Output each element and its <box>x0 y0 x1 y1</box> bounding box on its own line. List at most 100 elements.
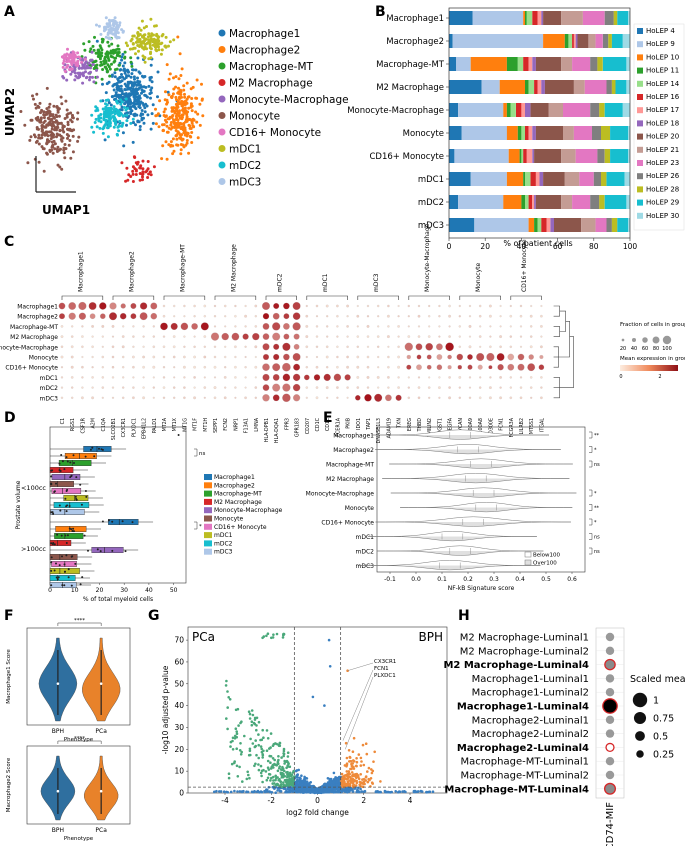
bar-segment <box>532 11 538 25</box>
umap-point <box>148 170 152 174</box>
gene-point <box>394 790 398 793</box>
gene-point <box>348 772 352 776</box>
gene-point <box>275 782 279 786</box>
gene-point <box>320 786 324 789</box>
umap-point <box>97 114 101 118</box>
umap-point <box>185 139 189 142</box>
expression-dot <box>468 386 472 389</box>
umap-point <box>105 25 109 28</box>
gene-point <box>355 760 359 764</box>
expression-dot <box>203 386 207 389</box>
expression-dot <box>70 345 74 349</box>
expression-dot <box>406 364 412 370</box>
expression-dot <box>486 352 495 362</box>
gene-point <box>343 764 347 767</box>
umap-point <box>59 95 63 99</box>
expression-dot <box>540 345 543 349</box>
expression-dot <box>70 365 74 369</box>
data-point <box>107 519 110 522</box>
expression-dot <box>262 323 270 330</box>
expression-dot <box>142 365 145 369</box>
expression-dot <box>122 325 125 328</box>
gene-label: DNASE1L3 <box>376 418 382 443</box>
umap-point <box>138 37 142 41</box>
umap-point <box>66 127 70 131</box>
gene-point <box>359 773 363 776</box>
expression-dot <box>415 343 423 351</box>
expression-dot <box>336 325 339 328</box>
gene-point <box>236 775 240 778</box>
umap-point <box>92 130 96 134</box>
box <box>53 502 90 509</box>
umap-point <box>120 123 124 127</box>
expression-dot <box>438 386 441 389</box>
expression-dot <box>292 322 301 331</box>
data-point <box>67 576 70 579</box>
sig-bracket <box>589 504 593 511</box>
interaction-dot <box>605 674 615 683</box>
umap-point <box>78 73 82 77</box>
umap-point <box>142 33 146 37</box>
umap-point <box>183 95 187 99</box>
expression-dot <box>468 315 472 318</box>
gene-point <box>348 789 352 792</box>
umap-point <box>148 46 152 50</box>
expression-dot <box>142 355 145 359</box>
expression-dot <box>346 345 349 348</box>
group-label: Monocyte <box>475 262 482 292</box>
umap-point <box>146 113 150 117</box>
umap-point <box>42 131 45 135</box>
expression-dot <box>193 386 196 389</box>
color-legend-tick: 2 <box>658 374 661 380</box>
row-label: Macrophage1 <box>17 304 58 311</box>
umap-point <box>88 75 92 79</box>
umap-point <box>128 97 132 101</box>
umap-point <box>139 28 143 32</box>
umap-point <box>167 44 170 48</box>
umap-point <box>190 121 194 125</box>
gene-point <box>272 633 275 636</box>
umap-point <box>98 51 102 54</box>
size-legend-dot <box>633 711 647 725</box>
gene-point <box>298 790 302 794</box>
gene-point <box>241 780 244 783</box>
umap-point <box>142 47 146 51</box>
umap-point <box>138 71 142 75</box>
gene-point <box>358 790 361 794</box>
expression-dot <box>438 335 441 338</box>
interaction-dot <box>605 742 615 753</box>
gene-point <box>294 769 298 773</box>
size-legend-dot <box>621 338 625 342</box>
bar-segment <box>604 149 611 163</box>
interaction-dot <box>605 646 615 656</box>
expression-dot <box>397 345 400 348</box>
bar-segment <box>537 80 542 94</box>
umap-point <box>72 58 76 62</box>
gene-point <box>218 790 221 793</box>
expression-dot <box>91 355 94 359</box>
expression-dot <box>162 335 166 338</box>
gene-point <box>274 742 277 745</box>
violin-lower <box>400 507 573 513</box>
umap-point <box>163 44 167 48</box>
umap-point <box>106 40 110 44</box>
expression-dot <box>273 303 280 310</box>
umap-point <box>135 83 139 87</box>
expression-dot <box>305 355 308 359</box>
umap-x-label: UMAP1 <box>42 203 90 217</box>
umap-point <box>186 110 190 114</box>
gene-point <box>357 753 361 756</box>
expression-dot <box>111 396 115 399</box>
umap-point <box>136 87 140 91</box>
expression-dot <box>60 335 64 338</box>
expression-dot <box>142 386 145 389</box>
gene-point <box>317 789 321 793</box>
umap-point <box>179 148 183 152</box>
bar-segment <box>535 195 562 209</box>
bar-segment <box>579 172 594 186</box>
expression-dot <box>213 345 217 348</box>
gene-point <box>285 771 288 774</box>
gene-point <box>282 769 286 773</box>
expression-dot <box>203 355 207 359</box>
data-point <box>64 534 67 537</box>
